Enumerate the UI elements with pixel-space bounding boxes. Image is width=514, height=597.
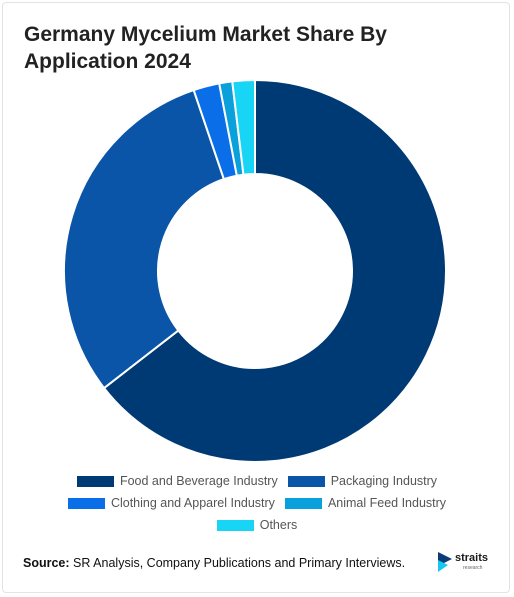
legend-item-clothing-and-apparel: Clothing and Apparel Industry — [67, 496, 275, 510]
legend-swatch — [216, 519, 254, 531]
straits-research-logo: straits research — [436, 550, 496, 576]
chart-legend: Food and Beverage Industry Packaging Ind… — [0, 470, 514, 536]
legend-item-others: Others — [216, 518, 298, 532]
legend-swatch — [284, 497, 322, 509]
legend-label: Others — [259, 518, 298, 532]
chart-title: Germany Mycelium Market Share By Applica… — [24, 23, 387, 73]
donut-slice-others — [231, 78, 256, 176]
donut-chart — [63, 78, 447, 463]
source-text: SR Analysis, Company Publications and Pr… — [73, 556, 406, 570]
logo-word: straits — [455, 552, 489, 564]
donut-slice-packaging-industry — [63, 88, 226, 390]
legend-swatch — [76, 475, 114, 487]
legend-swatch — [67, 497, 105, 509]
legend-item-animal-feed: Animal Feed Industry — [284, 496, 447, 510]
legend-label: Packaging Industry — [330, 474, 438, 488]
legend-swatch — [287, 475, 325, 487]
legend-row: Food and Beverage Industry Packaging Ind… — [0, 470, 514, 492]
legend-item-food-and-beverage: Food and Beverage Industry — [76, 474, 278, 488]
legend-item-packaging: Packaging Industry — [287, 474, 438, 488]
legend-label: Clothing and Apparel Industry — [110, 496, 275, 510]
legend-row: Others — [0, 514, 514, 536]
source-note: Source: SR Analysis, Company Publication… — [23, 556, 405, 570]
logo-subtext: research — [463, 565, 483, 571]
legend-label: Food and Beverage Industry — [119, 474, 278, 488]
legend-row: Clothing and Apparel Industry Animal Fee… — [0, 492, 514, 514]
logo-mark-icon — [438, 552, 452, 572]
legend-label: Animal Feed Industry — [327, 496, 447, 510]
donut-slice-food-and-beverage-industry — [102, 78, 447, 463]
source-label: Source: — [23, 556, 70, 570]
